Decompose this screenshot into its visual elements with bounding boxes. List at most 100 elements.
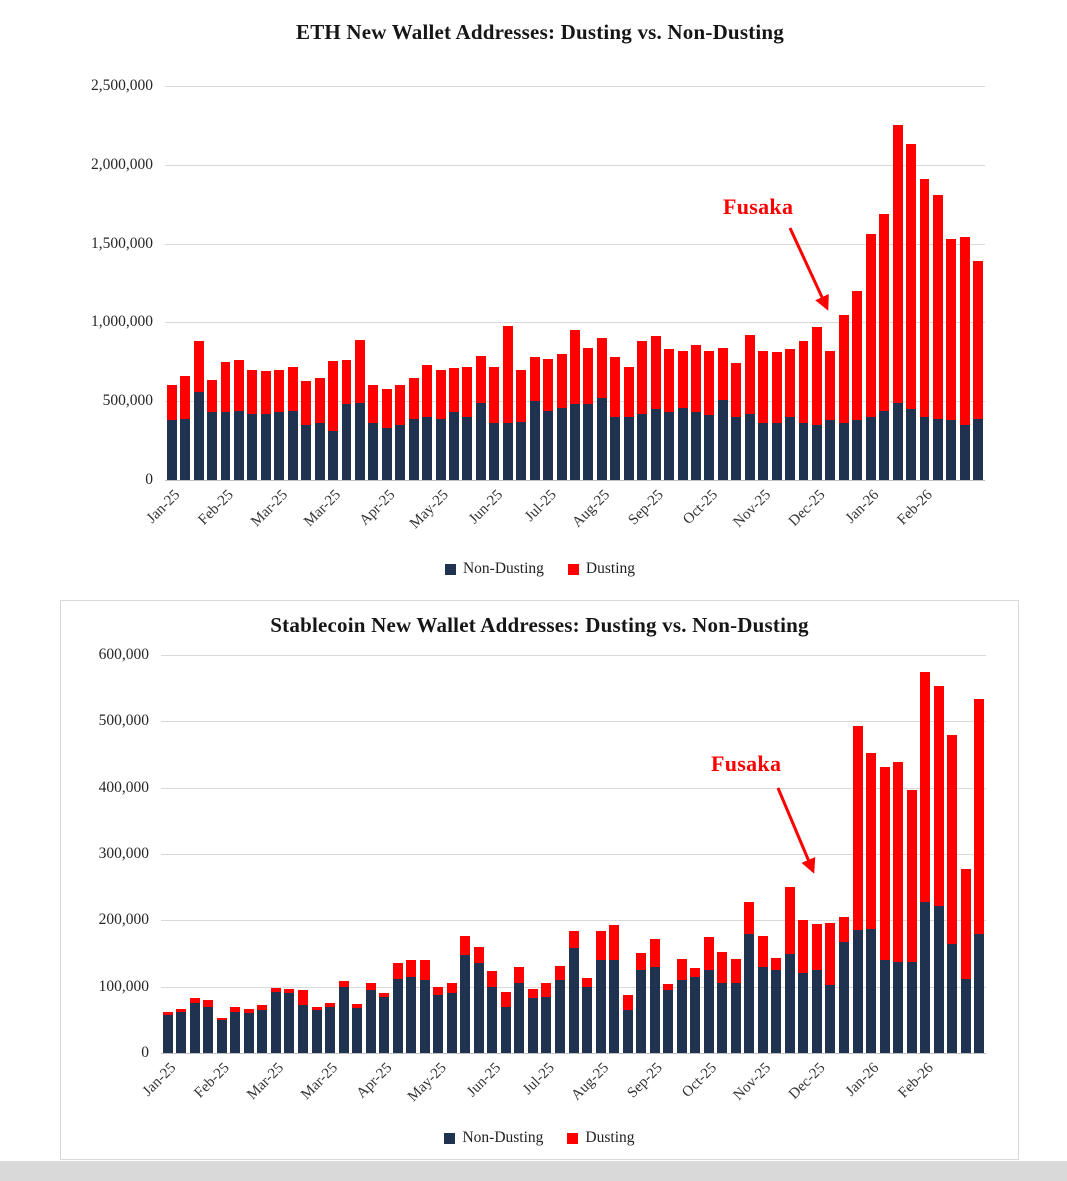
bar-dusting-segment (487, 971, 498, 987)
gridline (161, 721, 986, 723)
bar-dusting-segment (825, 923, 836, 985)
bar-non-dusting-segment (341, 404, 352, 480)
y-axis-label: 1,500,000 (91, 234, 153, 252)
bar-non-dusting-segment (298, 1005, 308, 1053)
bar-dusting-segment (879, 213, 890, 411)
bar-non-dusting-segment (392, 978, 403, 1053)
bar-dusting-segment (408, 378, 419, 419)
bar-non-dusting-segment (866, 928, 877, 1053)
bar-non-dusting-segment (230, 1011, 241, 1053)
x-axis-label: May-25 (404, 1060, 450, 1105)
bar-dusting-segment (852, 725, 863, 931)
bar-non-dusting-segment (932, 418, 943, 480)
bar-non-dusting-segment (379, 996, 390, 1053)
legend-item-non-dusting: Non-Dusting (444, 560, 544, 578)
bar-non-dusting-segment (623, 416, 634, 480)
bar-non-dusting-segment (543, 410, 554, 480)
gridline (161, 655, 986, 656)
bar-non-dusting-segment (568, 948, 579, 1053)
bar-dusting-segment (392, 962, 403, 979)
bar-dusting-segment (435, 369, 446, 419)
bar-non-dusting-segment (798, 423, 809, 480)
x-axis-label: Jun-25 (463, 1060, 504, 1101)
x-axis-label: Jan-25 (139, 1060, 180, 1100)
bar-dusting-segment (677, 350, 688, 408)
bar-non-dusting-segment (270, 991, 281, 1053)
bar-dusting-segment (582, 978, 593, 987)
bar-non-dusting-segment (946, 420, 957, 480)
non-dusting-swatch-icon (444, 563, 456, 575)
x-axis-label: Jan-26 (842, 1060, 883, 1100)
bar-dusting-segment (758, 350, 769, 424)
bar-dusting-segment (596, 338, 607, 399)
bar-non-dusting-segment (811, 424, 822, 480)
bar-dusting-segment (623, 366, 634, 417)
bar-dusting-segment (649, 938, 660, 967)
bar-dusting-segment (516, 369, 527, 422)
x-axis-label: Nov-25 (730, 487, 775, 531)
bar-non-dusting-segment (731, 416, 742, 480)
legend-label-dusting: Dusting (585, 560, 636, 577)
bar-dusting-segment (529, 357, 540, 402)
bar-non-dusting-segment (180, 418, 191, 480)
bar-dusting-segment (216, 1017, 227, 1020)
bar-non-dusting-segment (609, 960, 620, 1053)
bar-non-dusting-segment (865, 416, 876, 480)
bar-non-dusting-segment (257, 1009, 268, 1053)
x-axis-label: Dec-25 (785, 487, 829, 530)
eth-wallets-chart: ETH New Wallet Addresses: Dusting vs. No… (60, 8, 1020, 586)
bar-non-dusting-segment (311, 1009, 322, 1053)
bar-non-dusting-segment (595, 960, 606, 1053)
bar-dusting-segment (973, 260, 984, 419)
bar-dusting-segment (933, 686, 944, 906)
page-bottom-bar (0, 1161, 1067, 1181)
x-axis-label: Jul-25 (519, 1060, 558, 1098)
bar-non-dusting-segment (811, 970, 822, 1053)
bar-dusting-segment (919, 179, 930, 417)
bar-non-dusting-segment (920, 901, 931, 1053)
bar-dusting-segment (274, 369, 285, 413)
bar-non-dusting-segment (500, 1006, 511, 1053)
bar-dusting-segment (906, 789, 917, 963)
bar-non-dusting-segment (338, 986, 349, 1053)
bar-dusting-segment (419, 960, 430, 981)
bar-non-dusting-segment (582, 986, 593, 1053)
bar-dusting-segment (180, 376, 191, 419)
bar-non-dusting-segment (771, 423, 782, 480)
stablecoin-wallets-chart: Stablecoin New Wallet Addresses: Dusting… (60, 600, 1019, 1160)
bar-dusting-segment (959, 237, 970, 425)
bar-dusting-segment (284, 988, 295, 994)
legend-item-non-dusting: Non-Dusting (444, 1129, 543, 1147)
bar-dusting-segment (691, 345, 701, 413)
x-axis-label: Aug-25 (568, 1060, 612, 1104)
bar-dusting-segment (395, 385, 406, 425)
bar-dusting-segment (744, 902, 755, 934)
bar-non-dusting-segment (203, 1006, 214, 1053)
bar-non-dusting-segment (527, 997, 538, 1053)
bar-dusting-segment (704, 350, 715, 416)
x-axis-label: Jul-25 (521, 487, 560, 525)
bar-dusting-segment (690, 968, 701, 977)
bar-non-dusting-segment (947, 943, 958, 1053)
bar-dusting-segment (460, 936, 471, 955)
bar-dusting-segment (189, 997, 200, 1004)
bar-non-dusting-segment (514, 983, 525, 1053)
bar-non-dusting-segment (664, 412, 675, 480)
bar-dusting-segment (554, 966, 565, 981)
bar-dusting-segment (527, 989, 538, 998)
y-axis-label: 100,000 (98, 977, 149, 995)
bar-dusting-segment (570, 329, 580, 405)
bar-dusting-segment (663, 984, 674, 990)
bar-non-dusting-segment (906, 409, 917, 480)
bar-dusting-segment (866, 752, 877, 929)
bar-non-dusting-segment (636, 970, 647, 1053)
bar-non-dusting-segment (487, 986, 498, 1053)
bar-non-dusting-segment (838, 423, 849, 480)
bar-dusting-segment (446, 982, 457, 994)
bar-dusting-segment (162, 1011, 173, 1015)
x-axis-label: Jan-26 (842, 487, 883, 527)
bar-dusting-segment (798, 919, 809, 974)
bar-dusting-segment (341, 360, 352, 405)
bar-dusting-segment (462, 366, 473, 417)
bar-dusting-segment (514, 967, 525, 984)
